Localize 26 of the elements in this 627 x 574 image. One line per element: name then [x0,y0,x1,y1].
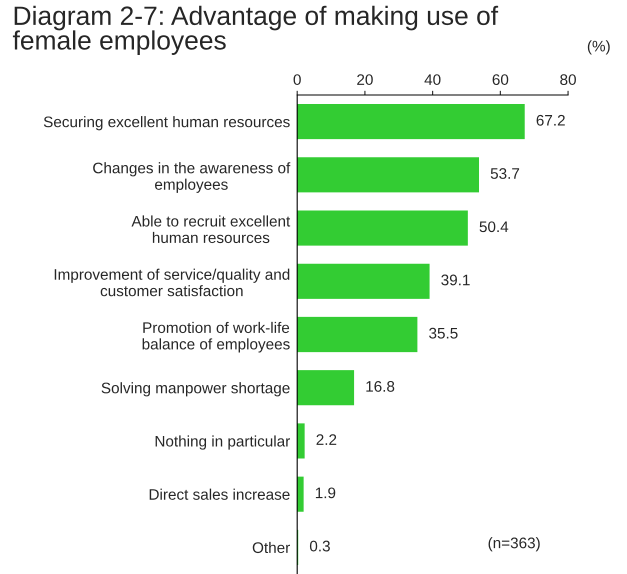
data-label: 39.1 [441,274,470,286]
chart-title: Diagram 2-7: Advantage of making use of female employees [12,6,498,55]
data-label: 67.2 [536,114,565,126]
y-tick-label: Changes in the awareness of employees [93,162,290,193]
y-tick-label: Able to recruit excellent human resources [131,215,290,244]
y-tick-label: Securing excellent human resources [44,116,290,130]
y-tick-label: Promotion of work-life balance of employees [142,322,290,353]
x-tick-label: 20 [357,74,373,86]
data-label: 16.8 [366,381,394,392]
y-tick-label: Improvement of service/quality and customer satisfaction [54,268,290,296]
data-label: 35.5 [429,328,458,339]
annotation: (n=363) [488,537,540,552]
x-tick-label: 0 [294,74,301,86]
data-label: 50.4 [480,221,508,232]
data-label: 1.9 [316,487,336,498]
data-label: 2.2 [316,434,336,445]
x-tick-label: 80 [560,74,576,86]
x-tick-label: 40 [424,74,441,86]
data-label: 53.7 [490,168,520,179]
y-tick-label: Direct sales increase [150,488,290,500]
x-tick-label: 60 [492,74,508,86]
y-tick-label: Other [252,542,290,554]
y-tick-label: Solving manpower shortage [102,382,290,396]
data-label: 0.3 [310,540,330,552]
x-axis-title: (%) [588,40,610,55]
y-tick-label: Nothing in particular [156,435,290,450]
